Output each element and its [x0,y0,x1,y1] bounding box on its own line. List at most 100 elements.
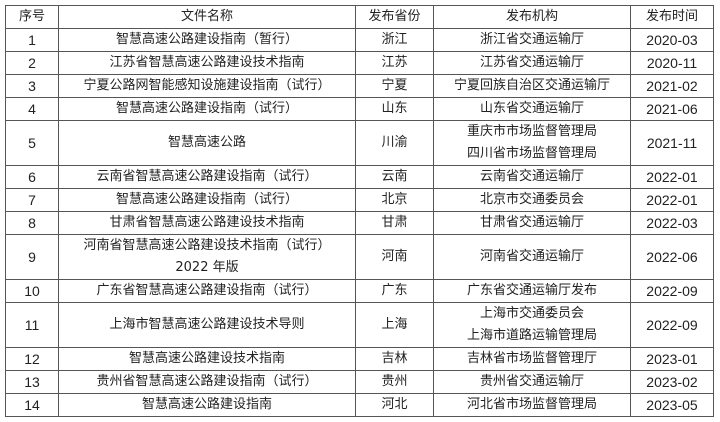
cell-org-line: 吉林省市场监督管理厅 [466,351,597,366]
table-row: 14 智慧高速公路建设指南 河北 河北省市场监督管理局 2023-05 [5,393,714,417]
cell-org-line: 上海市道路运输管理局 [466,328,597,343]
cell-date: 2023-02 [630,370,714,394]
cell-org: 江苏省交通运输厅 [433,51,631,75]
cell-date: 2022-03 [630,211,714,235]
cell-org: 河北省市场监督管理局 [433,393,631,417]
cell-province: 宁夏 [355,74,434,98]
cell-name: 河南省智慧高速公路建设技术指南（试行） 2022 年版 [58,234,356,280]
table-row: 11 上海市智慧高速公路建设技术导则 上海 上海市交通委员会 上海市道路运输管理局 202… [5,302,714,348]
table-row: 13 贵州省智慧高速公路建设指南（试行） 贵州 贵州省交通运输厅 2023-02 [5,370,714,394]
cell-name-line: 智慧高速公路建设指南（试行） [115,101,298,116]
cell-date: 2021-11 [630,120,714,166]
table-row: 5 智慧高速公路 川渝 重庆市市场监督管理局 四川省市场监督管理局 2021-11 [5,120,714,166]
cell-name-line: 河南省智慧高速公路建设技术指南（试行） [83,238,331,253]
cell-province: 河北 [355,393,434,417]
cell-province: 云南 [355,165,434,189]
table-header-row: 序号 文件名称 发布省份 发布机构 发布时间 [5,5,714,29]
cell-name-line: 江苏省智慧高速公路建设技术指南 [109,55,305,70]
cell-province: 广东 [355,279,434,303]
cell-no: 10 [5,279,59,303]
cell-org-line: 上海市交通委员会 [479,306,584,321]
cell-no: 8 [5,211,59,235]
table-row: 2 江苏省智慧高速公路建设技术指南 江苏 江苏省交通运输厅 2020-11 [5,51,714,75]
table-row: 7 智慧高速公路建设指南（试行） 北京 北京市交通委员会 2022-01 [5,188,714,212]
table-row: 1 智慧高速公路建设指南（暂行） 浙江 浙江省交通运输厅 2020-03 [5,28,714,52]
cell-date: 2022-06 [630,234,714,280]
cell-no: 7 [5,188,59,212]
cell-province: 河南 [355,234,434,280]
cell-name: 智慧高速公路建设指南 [58,393,356,417]
cell-org-line: 山东省交通运输厅 [479,101,584,116]
cell-name: 上海市智慧高速公路建设技术导则 [58,302,356,348]
cell-province: 江苏 [355,51,434,75]
cell-date: 2023-05 [630,393,714,417]
cell-name-line: 2022 年版 [175,260,239,275]
cell-org-line: 甘肃省交通运输厅 [479,215,584,230]
cell-name: 宁夏公路网智能感知设施建设指南（试行） [58,74,356,98]
cell-date: 2021-02 [630,74,714,98]
cell-name: 贵州省智慧高速公路建设指南（试行） [58,370,356,394]
cell-no: 14 [5,393,59,417]
cell-org: 宁夏回族自治区交通运输厅 [433,74,631,98]
header-date: 发布时间 [630,5,714,29]
cell-name: 甘肃省智慧高速公路建设技术指南 [58,211,356,235]
cell-name-line: 智慧高速公路建设指南 [141,397,272,412]
cell-no: 3 [5,74,59,98]
cell-date: 2022-01 [630,188,714,212]
cell-org: 北京市交通委员会 [433,188,631,212]
cell-org: 贵州省交通运输厅 [433,370,631,394]
table-row: 3 宁夏公路网智能感知设施建设指南（试行） 宁夏 宁夏回族自治区交通运输厅 2021-0… [5,74,714,98]
cell-no: 6 [5,165,59,189]
cell-province: 甘肃 [355,211,434,235]
cell-no: 13 [5,370,59,394]
cell-name-line: 云南省智慧高速公路建设指南（试行） [96,169,318,184]
cell-name: 智慧高速公路建设指南（暂行） [58,28,356,52]
table-row: 4 智慧高速公路建设指南（试行） 山东 山东省交通运输厅 2021-06 [5,97,714,121]
cell-name-line: 上海市智慧高速公路建设技术导则 [109,317,305,332]
cell-org-line: 四川省市场监督管理局 [466,146,597,161]
cell-org-line: 北京市交通委员会 [479,192,584,207]
cell-org-line: 河南省交通运输厅 [479,249,584,264]
cell-org: 重庆市市场监督管理局 四川省市场监督管理局 [433,120,631,166]
cell-org-line: 贵州省交通运输厅 [479,374,584,389]
cell-name-line: 贵州省智慧高速公路建设指南（试行） [96,374,318,389]
cell-org: 上海市交通委员会 上海市道路运输管理局 [433,302,631,348]
cell-org: 甘肃省交通运输厅 [433,211,631,235]
header-no: 序号 [5,5,59,29]
table-row: 8 甘肃省智慧高速公路建设技术指南 甘肃 甘肃省交通运输厅 2022-03 [5,211,714,235]
cell-name-line: 宁夏公路网智能感知设施建设指南（试行） [83,78,331,93]
table-row: 10 广东省智慧高速公路建设指南（试行） 广东 广东省交通运输厅发布 2022-09 [5,279,714,303]
cell-org-line: 广东省交通运输厅发布 [466,283,597,298]
cell-province: 上海 [355,302,434,348]
cell-date: 2022-01 [630,165,714,189]
cell-org: 山东省交通运输厅 [433,97,631,121]
cell-org: 河南省交通运输厅 [433,234,631,280]
cell-name-line: 智慧高速公路建设指南（试行） [115,192,298,207]
cell-province: 山东 [355,97,434,121]
cell-no: 12 [5,347,59,371]
table-body: 1 智慧高速公路建设指南（暂行） 浙江 浙江省交通运输厅 2020-03 2 江苏省智慧高速… [5,28,714,417]
cell-name: 智慧高速公路建设技术指南 [58,347,356,371]
cell-date: 2020-11 [630,51,714,75]
cell-org-line: 宁夏回族自治区交通运输厅 [453,78,610,93]
cell-org-line: 浙江省交通运输厅 [479,32,584,47]
cell-name-line: 甘肃省智慧高速公路建设技术指南 [109,215,305,230]
cell-org: 浙江省交通运输厅 [433,28,631,52]
cell-name: 广东省智慧高速公路建设指南（试行） [58,279,356,303]
cell-name-line: 智慧高速公路建设技术指南 [128,351,285,366]
cell-name: 智慧高速公路建设指南（试行） [58,188,356,212]
cell-name: 江苏省智慧高速公路建设技术指南 [58,51,356,75]
cell-date: 2023-01 [630,347,714,371]
cell-name: 云南省智慧高速公路建设指南（试行） [58,165,356,189]
cell-name-line: 智慧高速公路建设指南（暂行） [115,32,298,47]
cell-org-line: 云南省交通运输厅 [479,169,584,184]
cell-no: 2 [5,51,59,75]
cell-date: 2022-09 [630,279,714,303]
cell-province: 贵州 [355,370,434,394]
cell-org: 吉林省市场监督管理厅 [433,347,631,371]
cell-org-line: 重庆市市场监督管理局 [466,124,597,139]
header-province: 发布省份 [355,5,434,29]
cell-province: 浙江 [355,28,434,52]
header-org: 发布机构 [433,5,631,29]
cell-name: 智慧高速公路 [58,120,356,166]
